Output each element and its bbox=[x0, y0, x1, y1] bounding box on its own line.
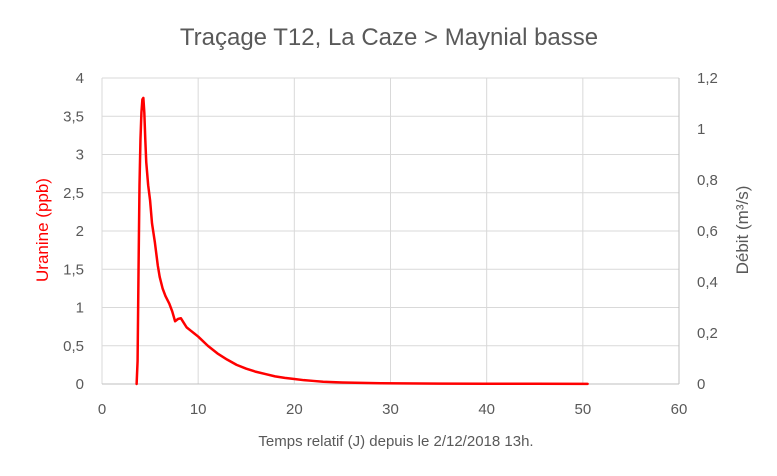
x-tick-label: 20 bbox=[286, 401, 303, 418]
y-tick-label: 1 bbox=[76, 300, 84, 317]
x-tick-label: 60 bbox=[671, 401, 688, 418]
y2-tick-label: 0,4 bbox=[697, 274, 718, 291]
y-tick-label: 0,5 bbox=[63, 338, 84, 355]
tick-labels: 00,511,522,533,540 10 20 30 40 50 6000,20,40,6… bbox=[63, 70, 718, 418]
y-tick-label: 4 bbox=[76, 70, 84, 87]
x-tick-label: 30 bbox=[382, 401, 399, 418]
y2-tick-label: 1 bbox=[697, 121, 705, 138]
y-tick-label: 2 bbox=[76, 223, 84, 240]
y-axis-title-right: Débit (m³/s) bbox=[733, 186, 752, 275]
y2-tick-label: 0,8 bbox=[697, 172, 718, 189]
y-tick-label: 0 bbox=[76, 376, 84, 393]
x-tick-label: 0 bbox=[98, 401, 106, 418]
y-tick-label: 3,5 bbox=[63, 108, 84, 125]
y-tick-label: 1,5 bbox=[63, 261, 84, 278]
grid bbox=[101, 77, 680, 385]
x-tick-label: 50 bbox=[574, 401, 591, 418]
x-tick-label: 10 bbox=[190, 401, 207, 418]
y2-tick-label: 1,2 bbox=[697, 70, 718, 87]
x-tick-label: 40 bbox=[478, 401, 495, 418]
chart-title: Traçage T12, La Caze > Maynial basse bbox=[180, 24, 598, 51]
y2-tick-label: 0,2 bbox=[697, 325, 718, 342]
y-tick-label: 2,5 bbox=[63, 185, 84, 202]
x-axis-title: Temps relatif (J) depuis le 2/12/2018 13… bbox=[258, 433, 533, 450]
y2-tick-label: 0 bbox=[697, 376, 705, 393]
series bbox=[135, 96, 589, 386]
y2-tick-label: 0,6 bbox=[697, 223, 718, 240]
uranine-series-line bbox=[135, 96, 589, 386]
y-axis-title-left: Uranine (ppb) bbox=[33, 178, 52, 282]
y-tick-label: 3 bbox=[76, 147, 84, 164]
